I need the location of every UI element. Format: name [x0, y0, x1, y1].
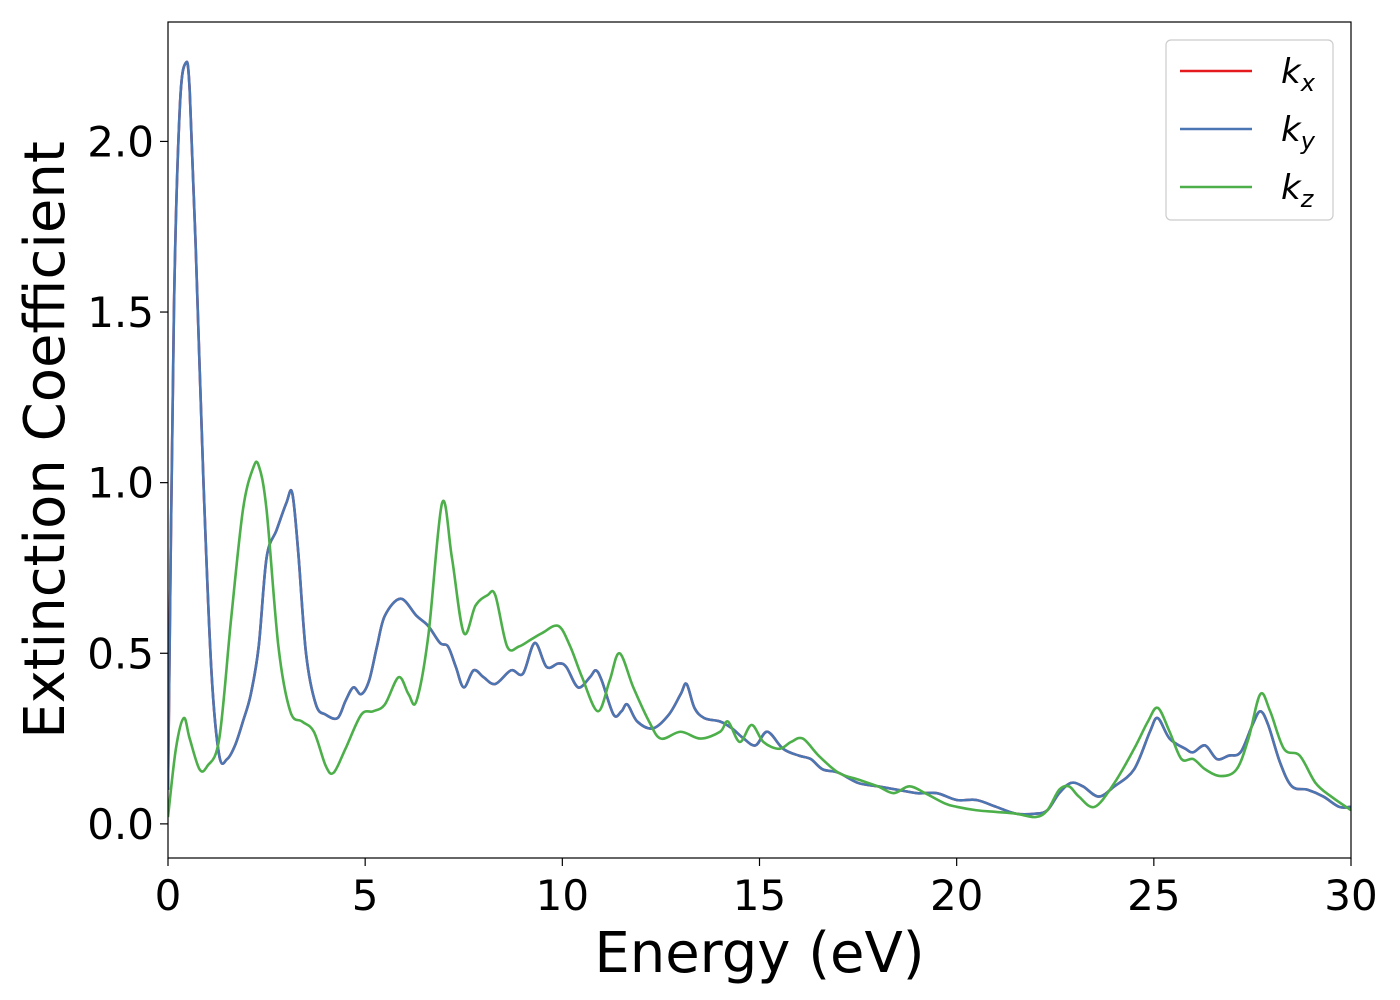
x-tick-label: 30: [1324, 871, 1377, 920]
legend-label-kz: kz: [1281, 168, 1315, 213]
x-tick-label: 10: [536, 871, 589, 920]
x-tick-label: 0: [155, 871, 182, 920]
legend: kx ky kz: [1165, 39, 1334, 221]
x-tick-label: 15: [733, 871, 786, 920]
legend-label-ky: ky: [1281, 110, 1316, 155]
y-tick-label: 0.0: [87, 800, 154, 849]
x-axis-ticks: 0 5 10 15 20 25 30: [155, 858, 1378, 920]
y-tick-label: 1.5: [87, 288, 154, 337]
y-tick-label: 0.5: [87, 629, 154, 678]
y-axis-label: Extinction Coefficient: [13, 141, 78, 739]
x-tick-label: 25: [1127, 871, 1180, 920]
legend-label-kx: kx: [1281, 52, 1316, 97]
series-line-ky: [168, 60, 1351, 816]
series-line-kz: [168, 460, 1351, 819]
x-tick-label: 5: [352, 871, 379, 920]
y-tick-label: 2.0: [87, 117, 154, 166]
x-tick-label: 20: [930, 871, 983, 920]
x-axis-label: Energy (eV): [594, 921, 924, 986]
y-axis-ticks: 0.0 0.5 1.0 1.5 2.0: [87, 117, 168, 849]
plot-lines: [168, 60, 1351, 819]
y-tick-label: 1.0: [87, 459, 154, 508]
